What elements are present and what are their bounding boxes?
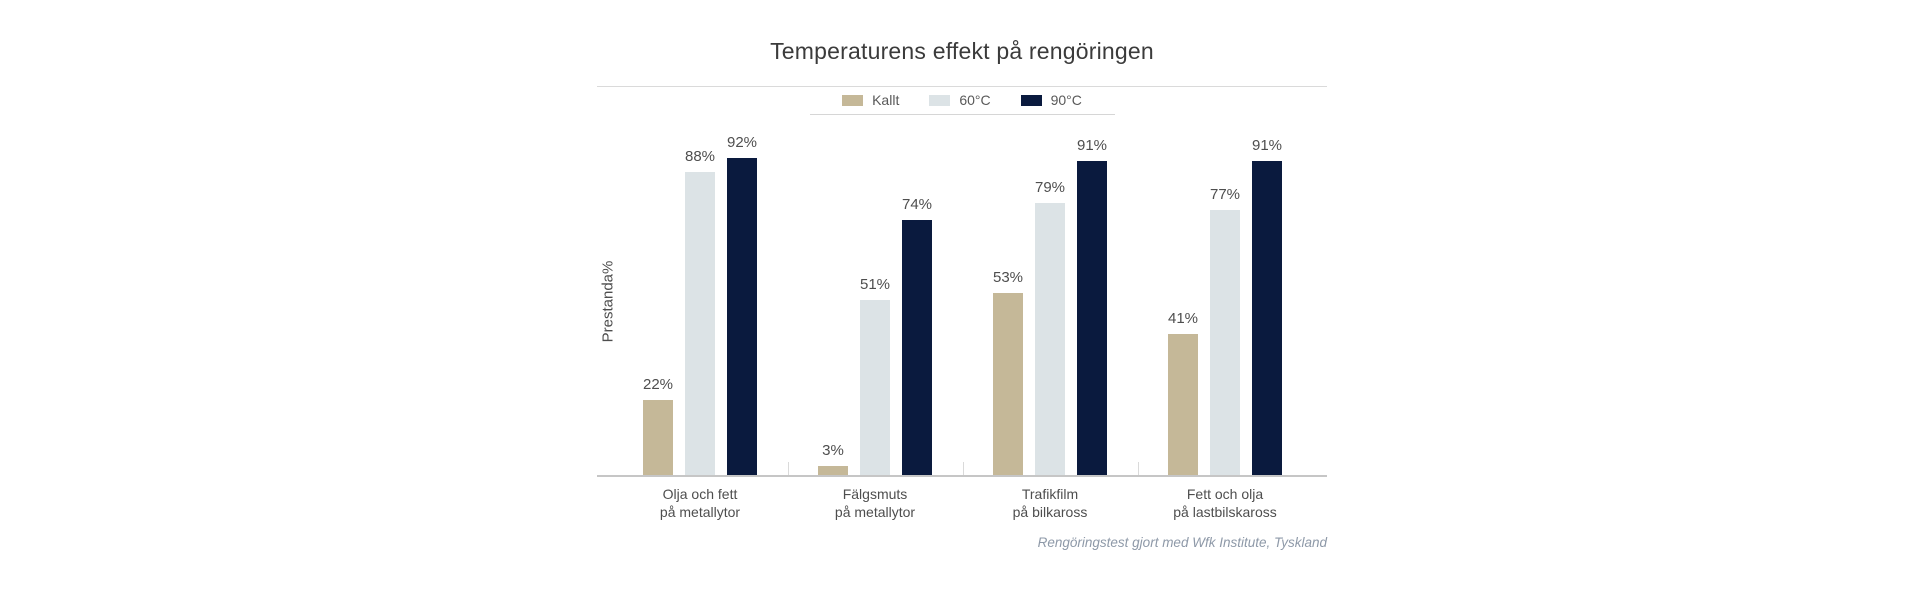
x-axis-category-label: Olja och fett på metallytor [615,485,785,521]
x-axis-category-line: Trafikfilm [1021,486,1079,502]
bar-Kallt-group0 [643,399,673,476]
x-axis-category-line: på metallytor [659,504,741,520]
bar-90°C-group1 [902,219,932,476]
x-axis-category-label: Fett och olja på lastbilskaross [1140,485,1310,521]
legend-item-2: 90°C [1020,92,1082,108]
bar-Kallt-group3 [1168,334,1198,476]
bar-60°C-group0 [685,171,715,476]
axis-tick [962,462,964,476]
legend-swatch-icon [842,94,864,106]
bar-value-label: 91% [1251,137,1283,155]
bar-value-label: 3% [822,441,844,459]
bar-value-label: 79% [1034,178,1066,196]
x-axis-category-line: på metallytor [834,504,916,520]
chart-title: Temperaturens effekt på rengöringen [770,38,1154,64]
chart-legend: Kallt 60°C 90°C [597,92,1327,108]
bar-60°C-group1 [860,299,890,476]
legend-divider [810,114,1115,115]
axis-tick [787,462,789,476]
bar-value-label: 51% [859,275,891,293]
bar-value-label: 92% [726,133,758,151]
bar-value-label: 77% [1209,185,1241,203]
bar-Kallt-group2 [993,292,1023,476]
legend-item-0: Kallt [842,92,899,108]
x-axis-category-line: på bilkaross [1012,504,1088,520]
x-axis-category-label: Fälgsmuts på metallytor [790,485,960,521]
bar-value-label: 53% [992,268,1024,286]
chart-source-note: Rengöringstest gjort med Wfk Institute, … [1037,535,1327,550]
legend-swatch-icon [1020,94,1042,106]
x-axis-category-line: Fälgsmuts [842,486,908,502]
bar-90°C-group2 [1077,161,1107,476]
bar-value-label: 91% [1076,137,1108,155]
plot-area: 22% 88% 92% 3% 51% 74% 53% 79% 91% 41% 77% 91% [597,130,1327,476]
x-axis-line [597,475,1327,477]
x-axis-category-line: Fett och olja [1186,486,1264,502]
x-axis-category-label: Trafikfilm på bilkaross [965,485,1135,521]
legend-label: Kallt [872,92,900,108]
bar-value-label: 41% [1167,310,1199,328]
bar-90°C-group0 [727,157,757,476]
legend-swatch-icon [929,94,951,106]
title-divider [597,86,1327,87]
bar-value-label: 74% [901,195,933,213]
legend-item-1: 60°C [929,92,991,108]
x-axis-category-line: på lastbilskaross [1173,504,1277,520]
legend-label: 90°C [1050,92,1082,108]
x-axis-labels: Olja och fett på metallytor Fälgsmuts på me… [597,485,1327,535]
bar-60°C-group2 [1035,202,1065,476]
bar-value-label: 88% [684,147,716,165]
bar-60°C-group3 [1210,209,1240,476]
bar-Kallt-group1 [818,465,848,476]
axis-tick [1137,462,1139,476]
legend-label: 60°C [959,92,991,108]
x-axis-category-line: Olja och fett [662,486,738,502]
bar-90°C-group3 [1252,161,1282,476]
bar-value-label: 22% [642,375,674,393]
